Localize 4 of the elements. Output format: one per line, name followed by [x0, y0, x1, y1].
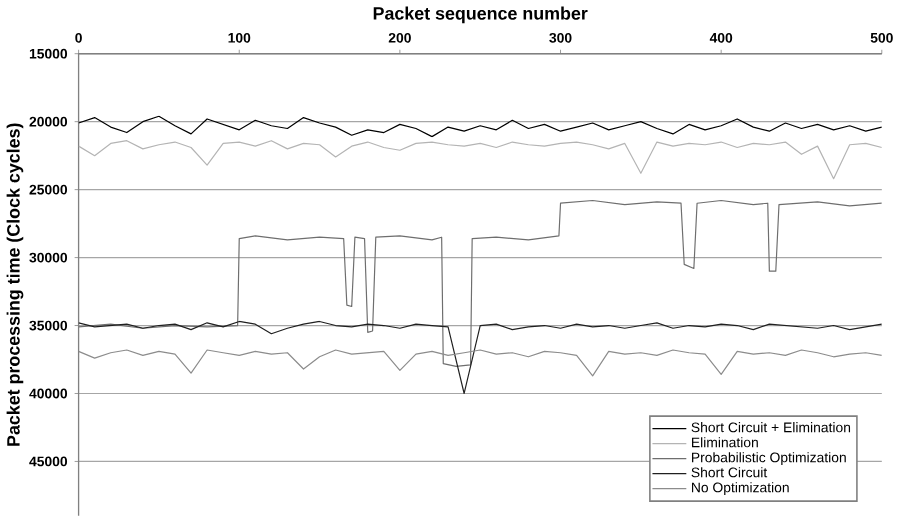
y-axis-title: Packet processing time (Clock cycles) — [6, 123, 24, 446]
line-series — [78, 139, 882, 180]
x-axis-title: Packet sequence number — [373, 6, 588, 23]
line-series — [78, 199, 882, 367]
